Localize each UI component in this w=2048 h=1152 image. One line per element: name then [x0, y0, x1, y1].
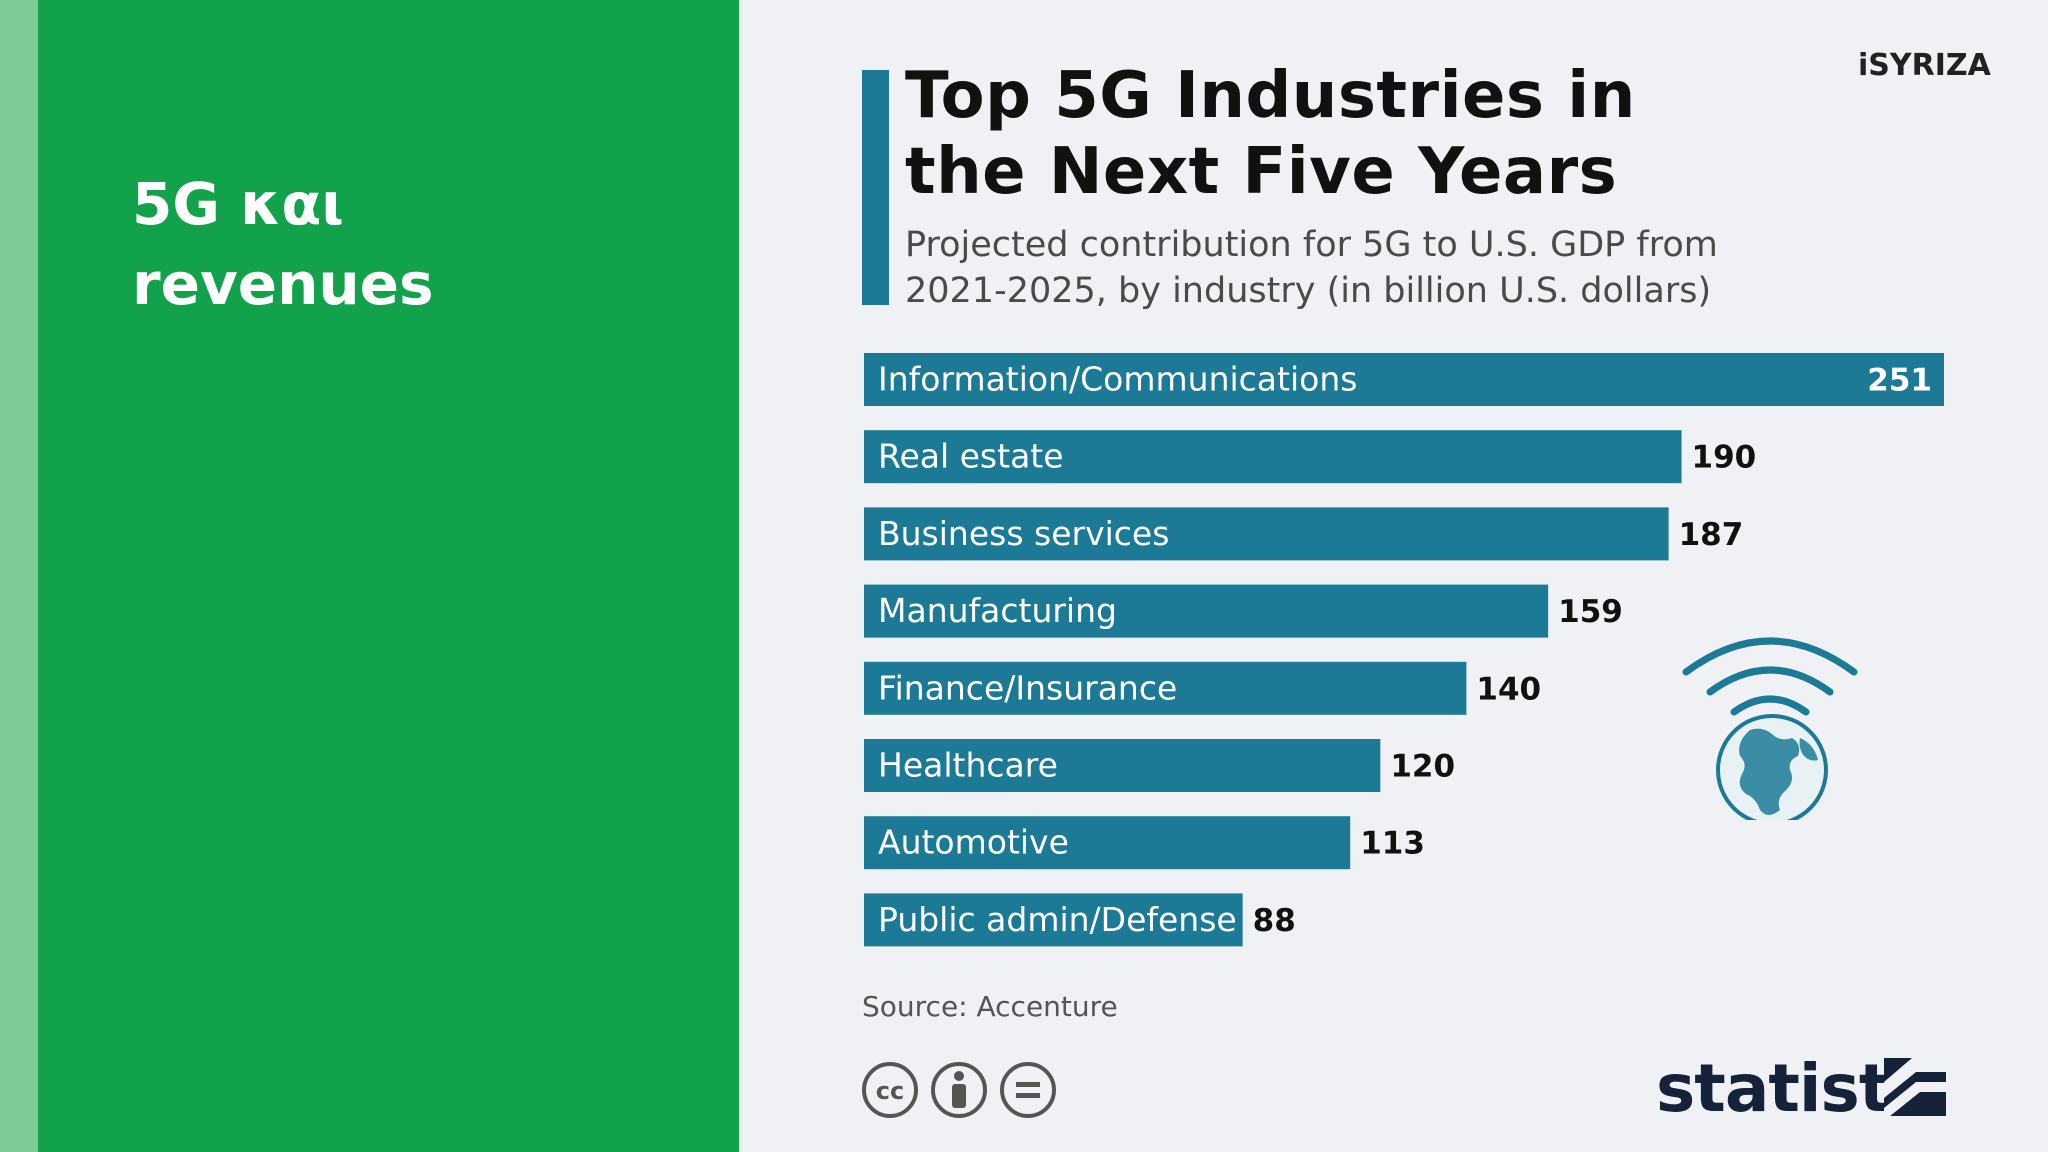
isyriza-logo: iSYRIZA [1858, 48, 1991, 83]
bar-public-admin-defense [864, 893, 1243, 947]
bar-category-label: Public admin/Defense [878, 900, 1237, 939]
bar-value-label: 187 [1679, 517, 1744, 553]
bar-category-label: Healthcare [878, 746, 1058, 785]
svg-text:cc: cc [876, 1077, 904, 1105]
bar-category-label: Automotive [878, 823, 1069, 862]
bar-value-label: 88 [1253, 903, 1296, 939]
chart-subtitle: Projected contribution for 5G to U.S. GD… [905, 225, 1718, 311]
bar-value-label: 120 [1390, 749, 1455, 785]
bar-category-label: Business services [878, 514, 1169, 553]
bar-automotive [864, 816, 1351, 870]
chart-title-accent-bar [862, 70, 889, 305]
bar-manufacturing [864, 584, 1549, 638]
left-accent-strip [0, 0, 38, 1152]
globe-icon [1680, 620, 1860, 826]
chart-panel [739, 0, 2048, 1152]
bar-information-communications [864, 353, 1944, 406]
bar-real-estate [864, 430, 1682, 484]
statista-logo-icon [1884, 1058, 1946, 1120]
bar-value-label: 190 [1692, 440, 1757, 476]
slide-title: 5G και revenues [132, 170, 434, 318]
left-title-panel [38, 0, 739, 1152]
bar-value-label: 140 [1476, 671, 1541, 707]
source-note: Source: Accenture [862, 990, 1118, 1023]
wifi-signal-icon [1682, 637, 1858, 716]
chart-title: Top 5G Industries in the Next Five Years [905, 59, 1636, 209]
bar-category-label: Real estate [878, 437, 1064, 476]
license-icons: cc [860, 1058, 1060, 1126]
bar-value-label: 159 [1558, 594, 1623, 630]
bar-category-label: Information/Communications [878, 360, 1357, 399]
bar-healthcare [864, 739, 1381, 792]
bar-value-label: 251 [1867, 363, 1932, 399]
bar-value-label: 113 [1360, 826, 1425, 862]
cc-license-icon: cc [862, 1062, 918, 1118]
bar-category-label: Finance/Insurance [878, 668, 1177, 707]
bar-category-label: Manufacturing [878, 591, 1117, 630]
no-derivatives-icon [1000, 1062, 1056, 1118]
bar-business-services [864, 507, 1669, 561]
by-attribution-icon [931, 1062, 987, 1118]
bar-finance-insurance [864, 661, 1467, 715]
